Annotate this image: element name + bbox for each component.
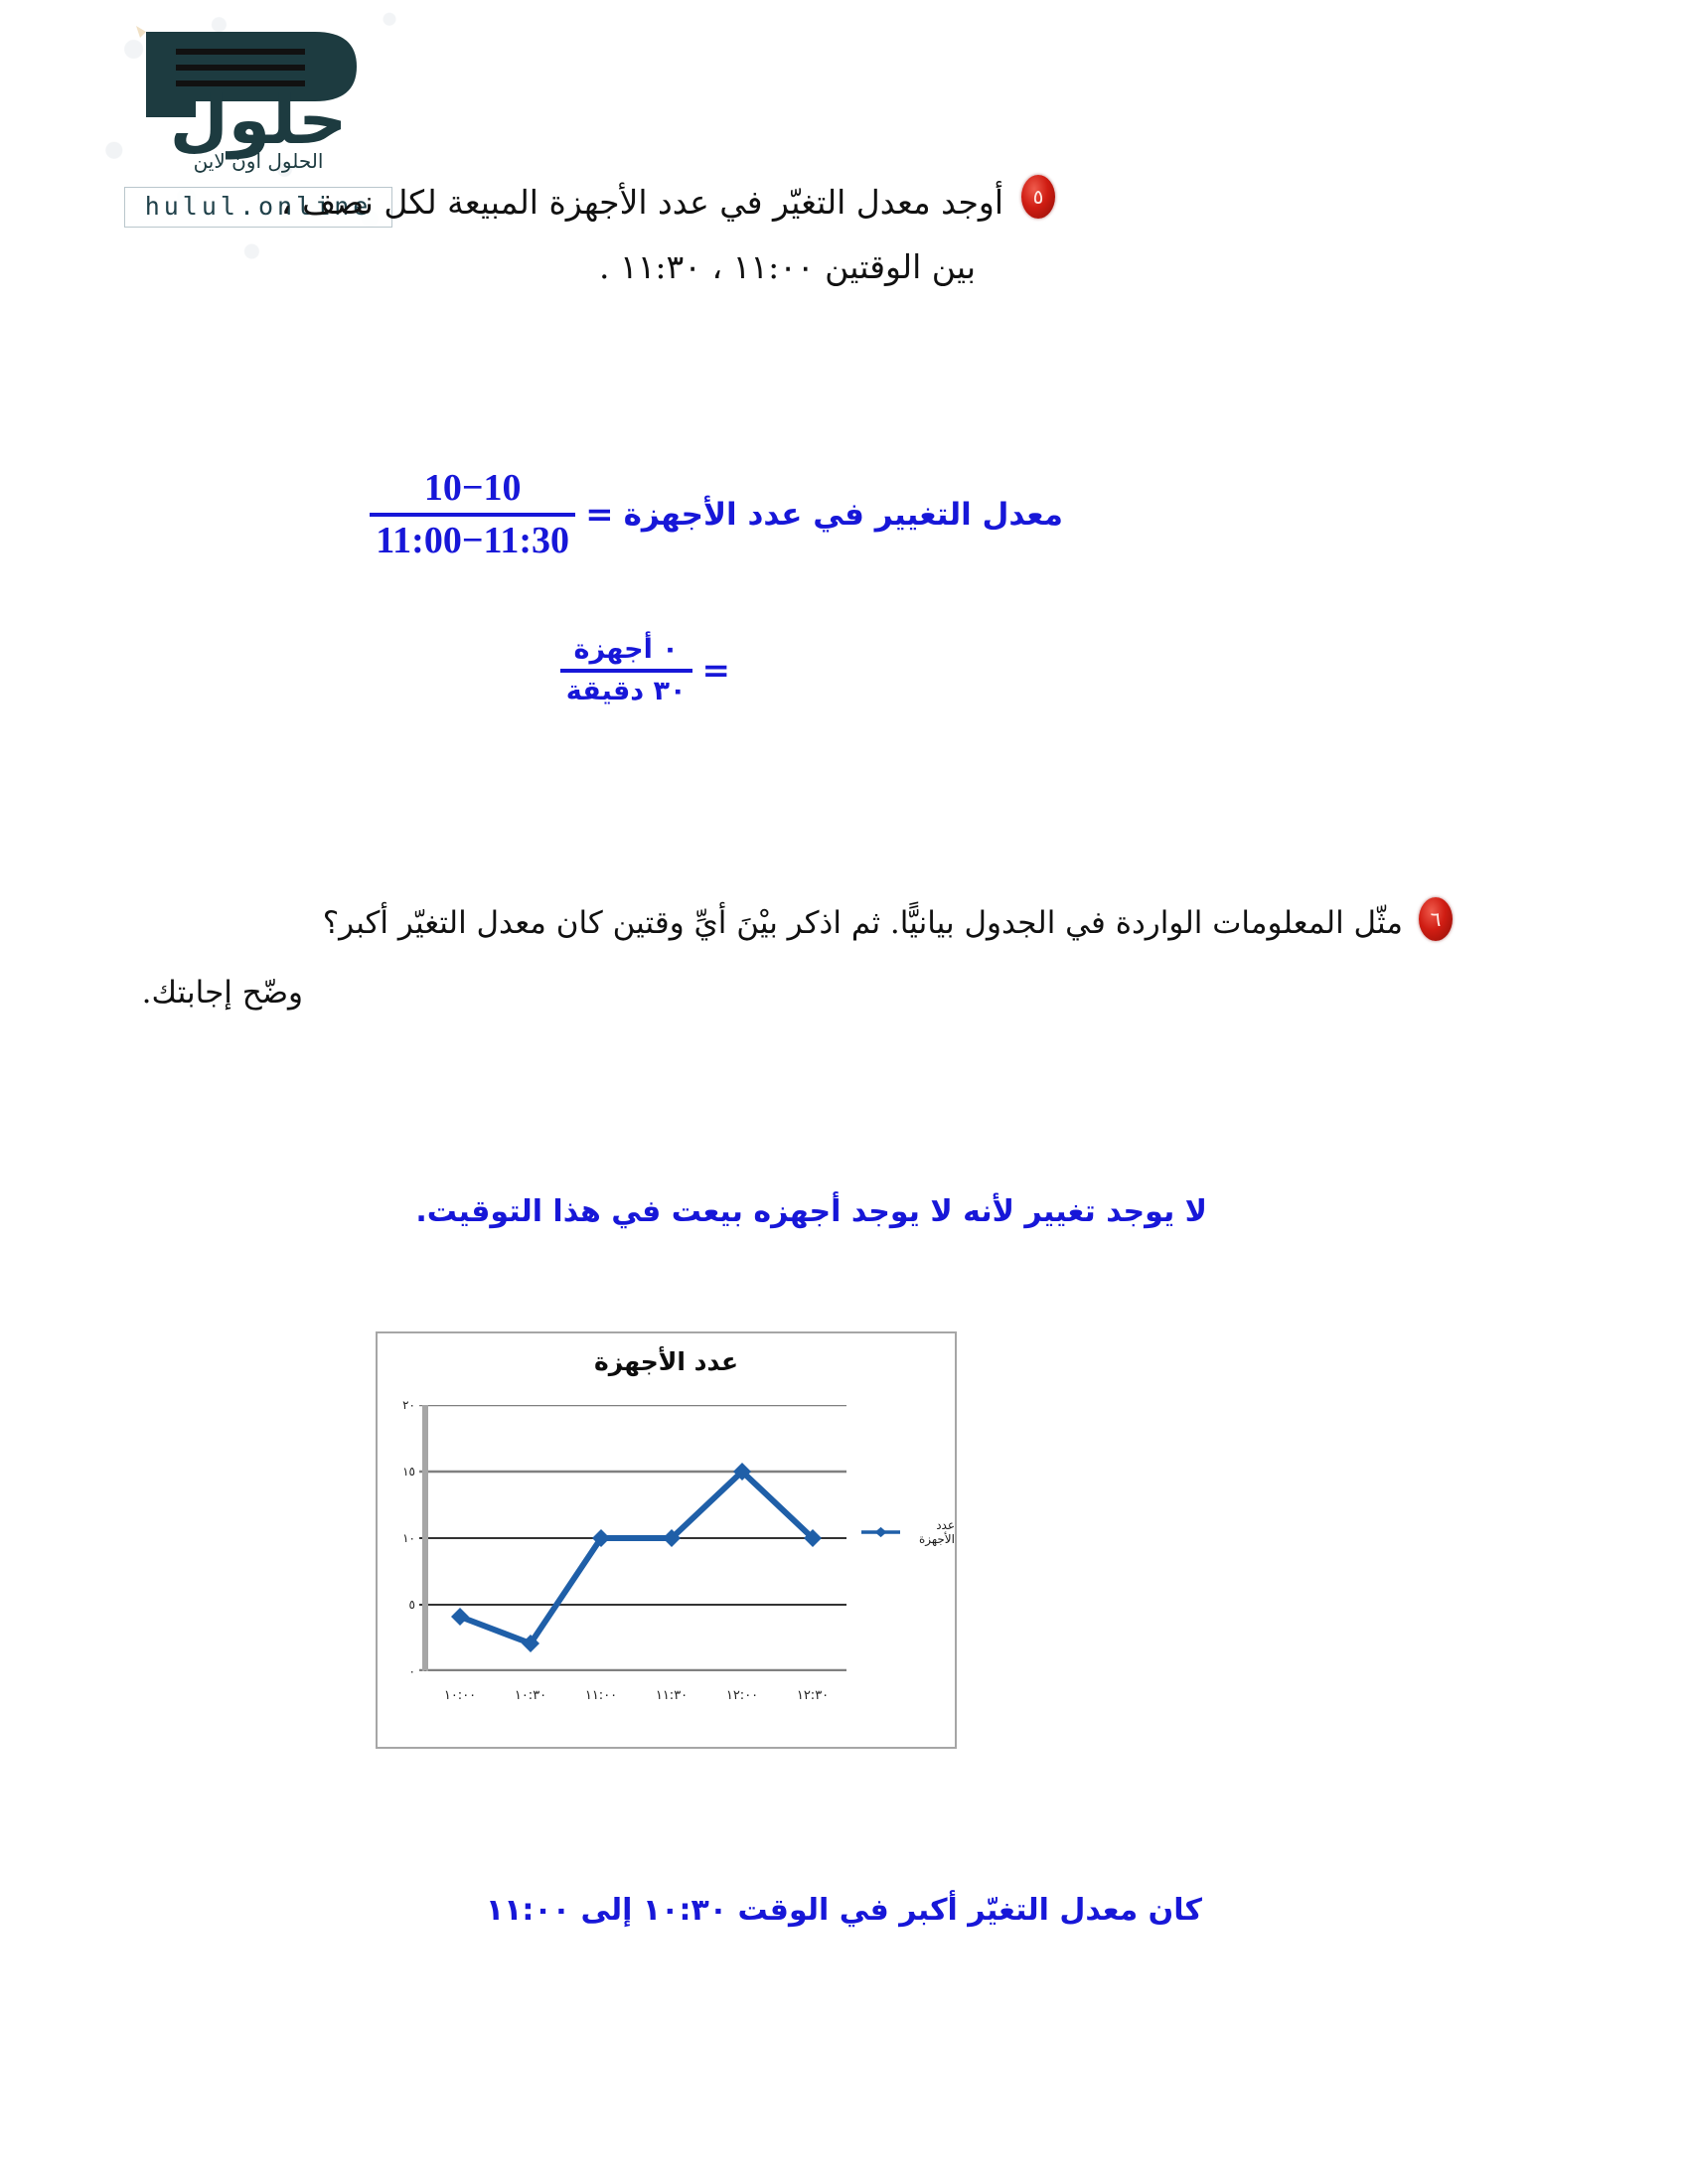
answer-equation-2-numerator: ٠ أجهزة: [573, 634, 679, 665]
data-line: [458, 1467, 816, 1647]
book-pencil-icon: [136, 26, 357, 117]
line-chart: عدد الأجهزة ٢٠ ١٥ ١٠ ٥ ٠: [376, 1331, 957, 1749]
legend-entry-label: عدد الأجهزة: [918, 1518, 955, 1546]
y-tick-5: ٥: [408, 1598, 415, 1612]
x-tick-6: ١٢:٣٠: [796, 1688, 830, 1703]
site-logo: حلول الحلول أون لاين hulul.online: [94, 0, 422, 273]
answer-equation-2: = ٠ أجهزة ٣٠ دقيقة: [559, 634, 740, 708]
x-tick-1: ١٠:٠٠: [443, 1688, 477, 1703]
answer-equation-1-denominator: 11:00−11:30: [376, 519, 570, 561]
answer-explanation: لا يوجد تغيير لأنه لا يوجد أجهزه بيعت في…: [415, 1194, 1207, 1229]
logo-subtitle: الحلول أون لاين: [193, 149, 324, 173]
answer-equation-1-numerator: 10−10: [423, 467, 522, 509]
answer-equation-1-fraction: 10−10 11:00−11:30: [370, 467, 576, 561]
y-tick-10: ١٠: [402, 1531, 415, 1545]
logo-url: hulul.online: [124, 187, 392, 228]
x-axis-labels: ١٠:٠٠ ١٠:٣٠ ١١:٠٠ ١١:٣٠ ١٢:٠٠ ١٢:٣٠: [419, 1688, 846, 1728]
answer-equation-2-fraction: ٠ أجهزة ٣٠ دقيقة: [559, 634, 692, 708]
logo-wordmark: حلول: [169, 81, 349, 160]
data-point-4: [663, 1529, 681, 1547]
answer-equation-1-label: معدل التغيير في عدد الأجهزة: [623, 496, 1063, 533]
data-point-3: [592, 1529, 610, 1547]
chart-legend: عدد الأجهزة: [861, 1518, 955, 1546]
answer-equation-2-denominator: ٣٠ دقيقة: [565, 676, 687, 707]
data-point-6: [804, 1529, 822, 1547]
question-5-badge: ٥: [1021, 175, 1055, 219]
answer-conclusion: كان معدل التغيّر أكبر في الوقت ١٠:٣٠ إلى…: [485, 1893, 1202, 1928]
x-tick-4: ١١:٣٠: [655, 1688, 689, 1703]
answer-equation-1-equals: =: [585, 494, 614, 535]
data-point-1: [451, 1608, 469, 1626]
question-6-line-1: مثّل المعلومات الواردة في الجدول بيانيًّ…: [322, 905, 1403, 941]
fraction-bar: [370, 512, 576, 517]
data-point-2: [522, 1635, 539, 1652]
y-tick-20: ٢٠: [402, 1398, 415, 1412]
answer-equation-1: معدل التغيير في عدد الأجهزة = 10−10 11:0…: [370, 467, 1063, 561]
chart-svg: [419, 1403, 846, 1683]
question-6-badge: ٦: [1419, 897, 1453, 941]
chart-title: عدد الأجهزة: [593, 1347, 739, 1376]
y-tick-15: ١٥: [402, 1465, 415, 1479]
question-5-line-2: بين الوقتين ١١:٠٠ ، ١١:٣٠ .: [598, 247, 976, 286]
answer-equation-2-equals: =: [701, 651, 731, 692]
x-tick-3: ١١:٠٠: [584, 1688, 618, 1703]
chart-plot-area: ٢٠ ١٥ ١٠ ٥ ٠: [402, 1398, 846, 1703]
data-point-5: [733, 1463, 751, 1481]
question-6-line-2: وضّح إجابتك.: [141, 975, 303, 1011]
legend-marker-icon: [861, 1526, 901, 1538]
x-tick-5: ١٢:٠٠: [725, 1688, 759, 1703]
y-axis-labels: ٢٠ ١٥ ١٠ ٥ ٠: [385, 1398, 415, 1678]
question-5-line-1: أوجد معدل التغيّر في عدد الأجهزة المبيعة…: [280, 183, 1003, 222]
y-tick-0: ٠: [408, 1664, 415, 1678]
x-tick-2: ١٠:٣٠: [514, 1688, 547, 1703]
fraction-bar: [559, 669, 692, 674]
